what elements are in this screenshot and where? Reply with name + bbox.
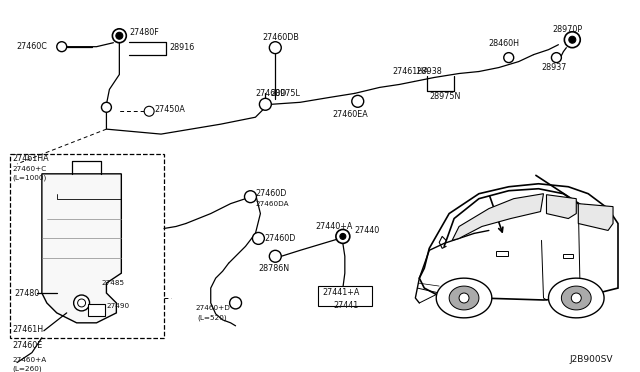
Circle shape (552, 53, 561, 62)
Circle shape (572, 293, 581, 303)
Text: 27460DB: 27460DB (262, 33, 300, 42)
Circle shape (340, 234, 346, 240)
Text: 27460D: 27460D (264, 234, 296, 243)
Text: (L=1000): (L=1000) (12, 174, 46, 181)
Bar (496, 251, 508, 256)
Text: 28786N: 28786N (259, 264, 289, 273)
Text: 27460+C: 27460+C (12, 166, 46, 172)
Circle shape (352, 95, 364, 107)
Text: 27461HA: 27461HA (12, 154, 49, 163)
Bar (317, 286, 372, 306)
Circle shape (244, 191, 257, 203)
Text: 27440+A: 27440+A (315, 222, 353, 231)
Circle shape (144, 106, 154, 116)
Polygon shape (548, 278, 604, 318)
Text: 27460D: 27460D (255, 189, 287, 198)
Circle shape (269, 250, 281, 262)
Text: 28937: 28937 (541, 63, 567, 72)
Text: 27485: 27485 (102, 280, 125, 286)
Circle shape (252, 232, 264, 244)
Circle shape (57, 42, 67, 52)
Text: (L=520): (L=520) (198, 315, 227, 321)
Text: 27460E: 27460E (12, 341, 42, 350)
Circle shape (116, 32, 123, 39)
Circle shape (269, 42, 281, 54)
Text: 28916: 28916 (169, 43, 195, 52)
FancyBboxPatch shape (10, 154, 164, 338)
Circle shape (459, 293, 469, 303)
Polygon shape (436, 278, 492, 318)
Polygon shape (449, 286, 479, 310)
Text: 27460C: 27460C (16, 42, 47, 51)
Polygon shape (579, 203, 613, 230)
Polygon shape (42, 174, 122, 323)
Text: 27460D: 27460D (255, 89, 287, 98)
Circle shape (336, 230, 350, 243)
Text: J2B900SV: J2B900SV (570, 355, 613, 363)
Text: 28975L: 28975L (270, 89, 300, 98)
Text: 27480: 27480 (14, 289, 39, 298)
Text: 27480F: 27480F (129, 28, 159, 37)
Circle shape (504, 53, 514, 62)
Circle shape (230, 297, 241, 309)
Circle shape (564, 32, 580, 48)
Text: 27450A: 27450A (154, 105, 185, 114)
Text: 27460+D: 27460+D (196, 305, 230, 311)
Text: 28938: 28938 (414, 67, 442, 76)
Circle shape (77, 299, 86, 307)
Bar (88, 304, 106, 316)
Polygon shape (547, 195, 576, 218)
Polygon shape (452, 194, 543, 240)
Text: 28970P: 28970P (552, 25, 582, 34)
Circle shape (74, 295, 90, 311)
Circle shape (569, 36, 576, 43)
Text: (L=260): (L=260) (12, 365, 42, 372)
Text: 27441+A: 27441+A (322, 288, 360, 296)
Polygon shape (419, 184, 618, 300)
Text: 27441: 27441 (333, 301, 358, 311)
Text: 27490: 27490 (106, 303, 129, 309)
Text: 27460EA: 27460EA (332, 110, 367, 119)
Circle shape (113, 29, 126, 43)
Polygon shape (561, 286, 591, 310)
Text: 27460+A: 27460+A (12, 357, 46, 363)
Text: 28460H: 28460H (489, 39, 520, 48)
Text: 27460DA: 27460DA (255, 201, 289, 206)
Text: 28975N: 28975N (429, 92, 461, 101)
Circle shape (259, 98, 271, 110)
Text: 27440: 27440 (355, 226, 380, 235)
Text: 27461HA: 27461HA (392, 67, 429, 76)
Text: 27461H: 27461H (12, 325, 43, 334)
Bar (563, 254, 573, 258)
Circle shape (102, 102, 111, 112)
